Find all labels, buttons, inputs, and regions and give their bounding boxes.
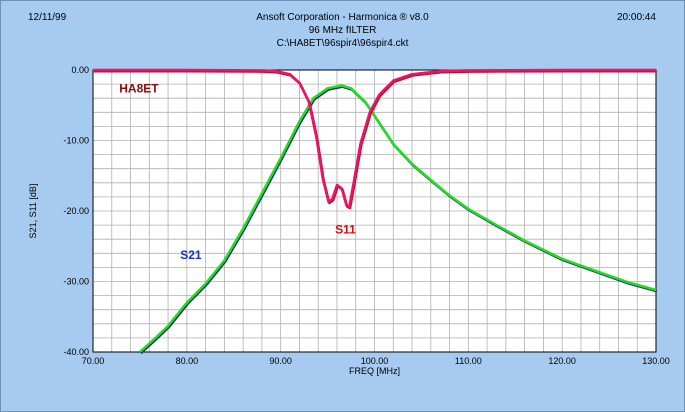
plot-border: [92, 69, 657, 353]
y-tick-label: -30.00: [63, 277, 89, 287]
chart-annotations: HA8ET S21 S11: [119, 82, 356, 262]
circuit-file-path: C:\HA8ET\96spir4\96spir4.ckt: [276, 38, 409, 49]
s11-trace: [93, 68, 656, 209]
print-date: 12/11/99: [28, 12, 67, 23]
x-tick-label: 90.00: [269, 356, 292, 366]
s11-annotation: S11: [335, 223, 356, 237]
y-tick-label: -10.00: [63, 136, 89, 146]
x-tick-label: 130.00: [642, 356, 670, 366]
y-tick-labels: 0.00 -10.00 -20.00 -30.00 -40.00: [63, 65, 89, 357]
series-lines: [93, 68, 658, 355]
print-time: 20:00:44: [617, 12, 656, 23]
y-tick-label: -40.00: [63, 347, 89, 357]
y-tick-label: -20.00: [63, 206, 89, 216]
plot-grid: [92, 69, 657, 353]
ha8et-annotation: HA8ET: [119, 82, 159, 96]
y-axis-label: S21, S11 [dB]: [28, 184, 38, 239]
x-axis-label: FREQ [MHz]: [349, 366, 400, 376]
s21-trace: [139, 84, 657, 353]
x-tick-label: 100.00: [361, 356, 389, 366]
x-tick-label: 80.00: [176, 356, 199, 366]
report-subtitle: 96 MHz fILTER: [308, 25, 377, 36]
s21-annotation: S21: [180, 248, 202, 262]
x-tick-label: 70.00: [82, 356, 105, 366]
x-tick-label: 120.00: [548, 356, 576, 366]
x-tick-labels: 70.00 80.00 90.00 100.00 110.00 120.00 130.00: [82, 356, 670, 366]
report-title: Ansoft Corporation - Harmonica ® v8.0: [256, 12, 429, 23]
y-tick-label: 0.00: [71, 65, 89, 75]
x-tick-label: 110.00: [455, 356, 482, 366]
